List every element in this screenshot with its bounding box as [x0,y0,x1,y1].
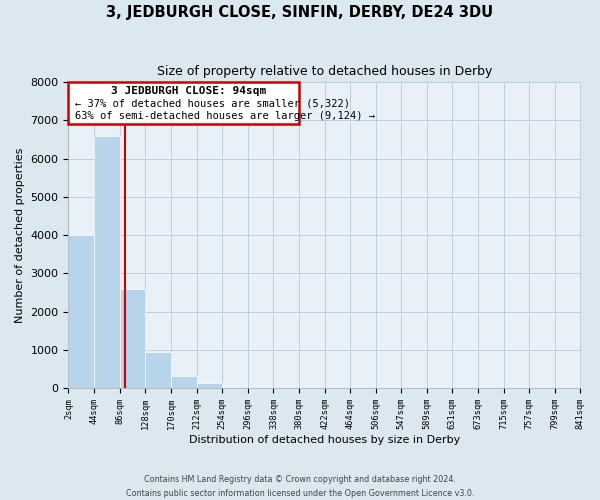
Y-axis label: Number of detached properties: Number of detached properties [15,148,25,323]
Bar [197,383,222,388]
FancyBboxPatch shape [68,82,299,124]
Text: 63% of semi-detached houses are larger (9,124) →: 63% of semi-detached houses are larger (… [74,110,374,120]
Bar [94,136,119,388]
Text: 3 JEDBURGH CLOSE: 94sqm: 3 JEDBURGH CLOSE: 94sqm [111,86,266,96]
Title: Size of property relative to detached houses in Derby: Size of property relative to detached ho… [157,65,492,78]
Text: 3, JEDBURGH CLOSE, SINFIN, DERBY, DE24 3DU: 3, JEDBURGH CLOSE, SINFIN, DERBY, DE24 3… [106,5,494,20]
Bar [171,376,197,388]
Text: Contains HM Land Registry data © Crown copyright and database right 2024.
Contai: Contains HM Land Registry data © Crown c… [126,476,474,498]
Bar [68,235,94,388]
Bar [119,288,145,388]
X-axis label: Distribution of detached houses by size in Derby: Distribution of detached houses by size … [189,435,460,445]
Bar [145,352,171,388]
Text: ← 37% of detached houses are smaller (5,322): ← 37% of detached houses are smaller (5,… [74,99,350,109]
